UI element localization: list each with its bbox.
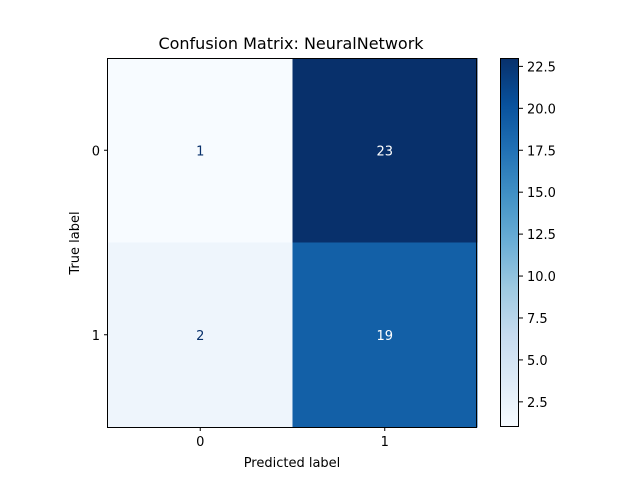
- colorbar: 2.5 5.0 7.5 10.0 12.5 15.0 17.5 20.0 22.5: [500, 58, 556, 427]
- colorbar-tick-label: 10.0: [527, 270, 556, 285]
- cell-value-r1-c0: 2: [196, 329, 204, 344]
- x-tick-label-1: 1: [381, 435, 389, 450]
- colorbar-tick-label: 20.0: [527, 102, 556, 117]
- matrix-cell-r0-c1: [292, 58, 478, 243]
- colorbar-tick-label: 7.5: [527, 312, 548, 327]
- colorbar-tick-label: 12.5: [527, 228, 556, 243]
- cell-value-r0-c1: 23: [376, 144, 393, 159]
- colorbar-tick-label: 2.5: [527, 396, 548, 411]
- matrix-cell-labels: 1 23 2 19: [196, 144, 393, 344]
- matrix-cells: [108, 58, 478, 428]
- colorbar-tick-label: 5.0: [527, 354, 548, 369]
- matrix-cell-r0-c0: [108, 58, 293, 243]
- y-tick-label-0: 0: [92, 144, 100, 159]
- colorbar-gradient: [500, 58, 519, 427]
- colorbar-tick-label: 22.5: [527, 60, 556, 75]
- chart-title: Confusion Matrix: NeuralNetwork: [158, 34, 424, 53]
- cell-value-r0-c0: 1: [196, 144, 204, 159]
- y-axis-ticks: 01: [92, 144, 108, 344]
- colorbar-frame: [500, 58, 519, 427]
- x-axis-label: Predicted label: [244, 456, 341, 471]
- y-axis-label: True label: [68, 211, 83, 275]
- x-tick-label-0: 0: [196, 435, 204, 450]
- cell-value-r1-c1: 19: [376, 329, 393, 344]
- colorbar-tick-label: 17.5: [527, 144, 556, 159]
- matrix-cell-r1-c1: [292, 242, 478, 428]
- colorbar-ticks: 2.5 5.0 7.5 10.0 12.5 15.0 17.5 20.0 22.5: [519, 60, 556, 411]
- plot-frame: [107, 58, 477, 428]
- y-tick-label-1: 1: [92, 329, 100, 344]
- colorbar-tick-label: 15.0: [527, 186, 556, 201]
- matrix-cell-r1-c0: [108, 242, 293, 428]
